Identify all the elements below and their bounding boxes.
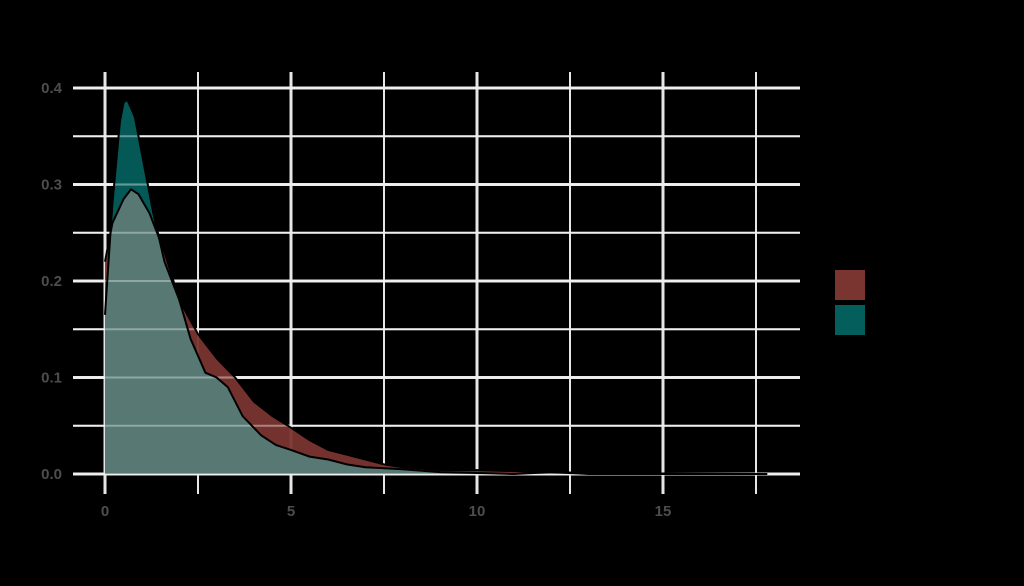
x-tick-label: 0	[101, 503, 109, 520]
x-tick-label: 5	[287, 503, 295, 520]
x-tick-label: 15	[655, 503, 672, 520]
legend-key	[835, 270, 865, 300]
legend	[835, 270, 865, 335]
series-a-outline	[104, 187, 768, 475]
y-axis-ticks: 0.0 0.1 0.2 0.3 0.4	[41, 80, 63, 483]
density-areas	[73, 87, 800, 476]
legend-key	[835, 305, 865, 335]
y-tick-label: 0.4	[41, 80, 63, 97]
y-tick-label: 0.3	[41, 177, 62, 194]
y-tick-label: 0.1	[41, 370, 62, 387]
y-tick-label: 0.0	[41, 466, 62, 483]
y-tick-label: 0.2	[41, 273, 62, 290]
overlap-area	[105, 189, 768, 474]
x-tick-label: 10	[469, 503, 486, 520]
series-b-outline	[104, 98, 768, 476]
x-axis-ticks: 0 5 10 15	[101, 503, 672, 520]
